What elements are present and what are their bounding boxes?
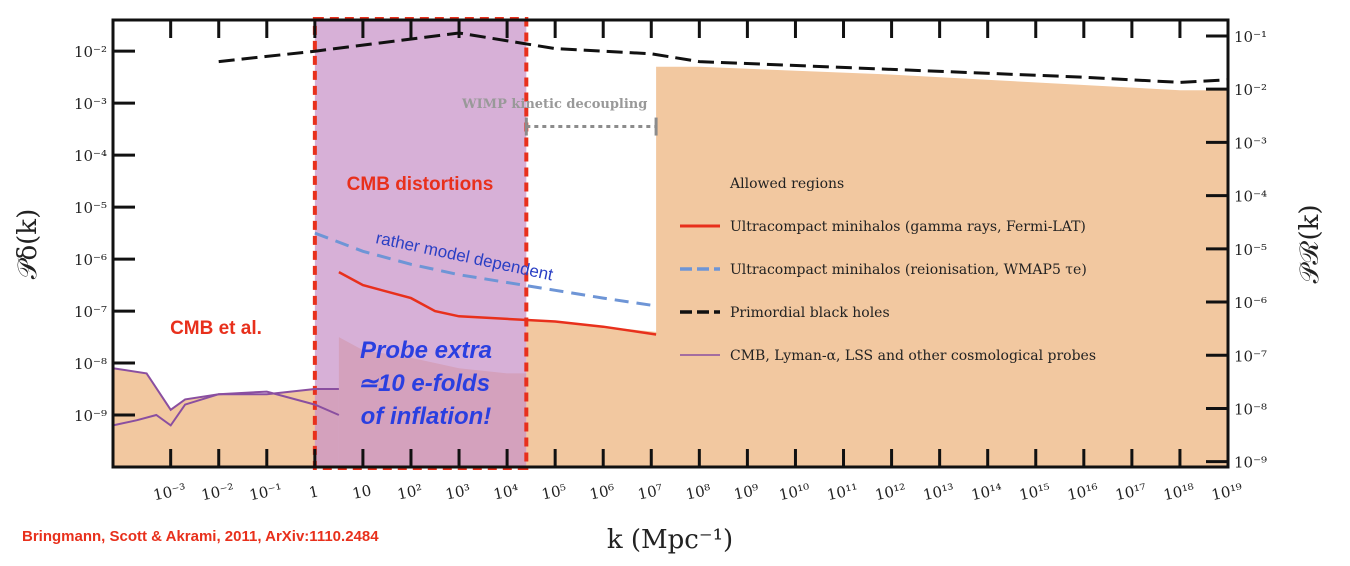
y-tick-label-right: 10⁻³ [1234, 134, 1267, 152]
y-tick-label-left: 10⁻⁵ [74, 199, 107, 217]
x-tick-label: 10⁹ [732, 481, 760, 504]
wimp-decoupling-label: WIMP kinetic decoupling [461, 97, 647, 112]
legend-label: Ultracompact minihalos (gamma rays, Ferm… [730, 219, 1086, 235]
y-tick-label-left: 10⁻⁴ [74, 147, 107, 165]
y-tick-label-left: 10⁻² [74, 43, 107, 61]
x-tick-label: 10³ [444, 481, 472, 504]
y-axis-title-left: 𝒫δ(k) [13, 209, 43, 279]
x-tick-label: 10¹⁴ [970, 480, 1004, 504]
legend: Allowed regions Ultracompact minihalos (g… [680, 172, 1096, 364]
y-tick-label-right: 10⁻⁶ [1234, 294, 1267, 312]
y-tick-label-right: 10⁻² [1234, 81, 1267, 99]
x-tick-label: 10¹³ [922, 480, 956, 504]
x-tick-label: 10⁶ [588, 481, 616, 504]
primordial-black-holes-line [218, 31, 1229, 84]
cosmological-probes-upper-line [112, 367, 339, 412]
probe-text-line1: Probe extra [360, 337, 492, 364]
cmb-et-al-label: CMB et al. [170, 318, 262, 339]
x-tick-label: 10¹⁹ [1210, 480, 1244, 504]
x-tick-label: 10⁻³ [152, 480, 188, 504]
allowed-region-3 [526, 66, 1228, 468]
y-tick-label-left: 10⁻⁶ [74, 251, 107, 269]
x-tick-label: 10¹⁵ [1018, 480, 1052, 504]
y-tick-label-right: 10⁻⁷ [1234, 347, 1267, 365]
probe-text-line3: of inflation! [361, 403, 492, 430]
ucmh-reionisation-line [314, 231, 657, 308]
series-lines-layer [112, 31, 1229, 427]
x-tick-label: 10¹⁰ [777, 480, 811, 504]
x-tick-label: 1 [307, 482, 320, 502]
x-tick-label: 10 [351, 481, 373, 503]
citation: Bringmann, Scott & Akrami, 2011, ArXiv:1… [22, 528, 379, 545]
y-tick-label-left: 10⁻⁸ [74, 355, 107, 373]
x-tick-label: 10¹⁶ [1066, 480, 1100, 504]
axes-layer: 10⁻³ 10⁻² 10⁻¹ 1 10 10² 10³ 10⁴ 10⁵ 10⁶ 10⁷ 10⁸ 10⁹ 1… [74, 18, 1267, 504]
ucmh-gamma-ray-line [338, 271, 657, 336]
cosmological-probes-lower-line [112, 390, 340, 427]
y-tick-label-left: 10⁻³ [74, 95, 107, 113]
x-tick-label: 10¹⁸ [1162, 480, 1196, 504]
x-tick-label: 10² [396, 481, 424, 504]
x-tick-label: 10⁴ [492, 481, 520, 504]
x-tick-label: 10⁻¹ [248, 480, 284, 504]
x-tick-label: 10⁵ [540, 481, 568, 504]
cmb-distortions-label: CMB distortions [347, 174, 494, 195]
x-tick-label: 10¹² [873, 480, 907, 504]
legend-label: Allowed regions [729, 176, 844, 192]
y-tick-label-right: 10⁻¹ [1234, 28, 1267, 46]
y-tick-label-right: 10⁻⁵ [1234, 241, 1267, 259]
probe-text-line2: ≃10 e-folds [358, 370, 490, 397]
x-tick-label: 10¹¹ [825, 480, 859, 504]
cmb-distortions-band-layer [312, 17, 529, 470]
legend-label: Ultracompact minihalos (reionisation, WM… [730, 262, 1087, 278]
y-axis-title-right: 𝒫ℛ(k) [1295, 204, 1325, 283]
y-tick-label-right: 10⁻⁹ [1234, 454, 1267, 472]
legend-label: CMB, Lyman-α, LSS and other cosmological… [730, 348, 1096, 364]
x-axis-title: k (Mpc⁻¹) [607, 525, 733, 555]
x-tick-label: 10⁻² [200, 480, 236, 504]
plot-frame [111, 18, 1230, 469]
x-tick-label: 10⁸ [684, 481, 712, 504]
x-tick-label: 10⁷ [636, 481, 664, 504]
cmb-distortions-band [314, 20, 527, 467]
y-tick-label-left: 10⁻⁹ [74, 407, 107, 425]
y-tick-label-left: 10⁻⁷ [74, 303, 107, 321]
x-tick-label: 10¹⁷ [1114, 480, 1148, 504]
legend-swatch-allowed [680, 172, 720, 192]
y-tick-label-right: 10⁻⁸ [1234, 400, 1267, 418]
y-tick-label-right: 10⁻⁴ [1234, 188, 1267, 206]
legend-label: Primordial black holes [730, 305, 890, 321]
